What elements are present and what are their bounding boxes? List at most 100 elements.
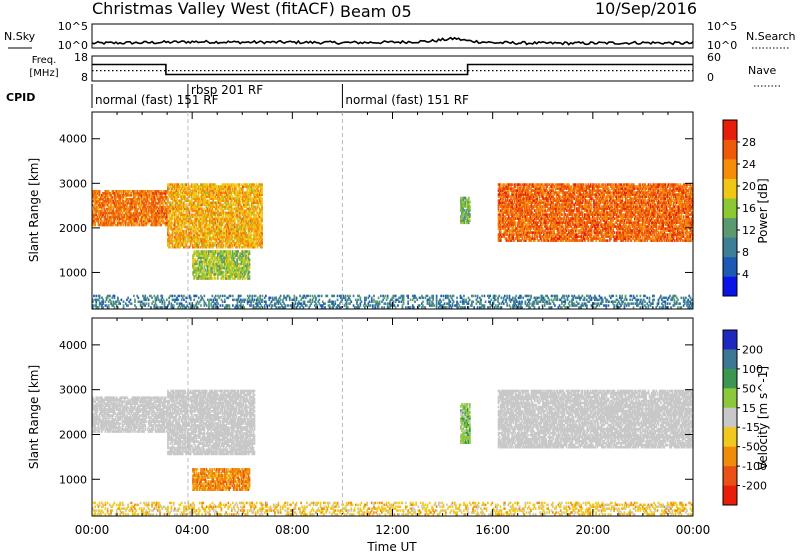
- scatter-cell: [102, 197, 104, 201]
- scatter-cell: [100, 205, 102, 209]
- scatter-cell: [95, 213, 98, 217]
- scatter-cell: [95, 190, 98, 193]
- scatter-cell: [102, 211, 104, 215]
- scatter-cell: [214, 277, 217, 280]
- scatter-cell: [106, 194, 109, 197]
- freq-unit-label: [MHz]: [29, 68, 58, 79]
- scatter-cell: [98, 199, 101, 203]
- scatter-cell: [98, 197, 101, 201]
- scatter-cell: [110, 199, 112, 203]
- scatter-cell: [113, 217, 116, 221]
- scatter-cell: [104, 199, 107, 203]
- scatter-cell: [106, 209, 109, 213]
- scatter-cell: [103, 219, 106, 223]
- scatter-cell: [98, 194, 101, 197]
- scatter-cell: [93, 194, 95, 197]
- scatter-cell: [94, 197, 96, 201]
- scatter-cell: [101, 213, 103, 217]
- scatter-cell: [110, 207, 112, 211]
- scatter-cell: [97, 190, 100, 193]
- scatter-cell: [261, 223, 263, 227]
- scatter-cell: [95, 194, 98, 197]
- scatter-cell: [94, 223, 96, 227]
- scatter-cell: [103, 209, 106, 213]
- scatter-cell: [106, 223, 109, 227]
- scatter-cell: [96, 209, 99, 213]
- scatter-cell: [113, 201, 116, 205]
- scatter-cell: [238, 183, 241, 186]
- scatter-cell: [111, 199, 114, 203]
- scatter-cell: [97, 209, 100, 213]
- scatter-cell: [101, 203, 103, 207]
- plot-title: Christmas Valley West (fitACF): [92, 0, 335, 18]
- scatter-cell: [92, 219, 94, 223]
- scatter-cell: [98, 219, 101, 223]
- scatter-cell: [104, 223, 107, 227]
- scatter-cell: [105, 223, 108, 227]
- scatter-cell: [113, 203, 116, 207]
- scatter-cell: [98, 209, 101, 213]
- scatter-cell: [102, 201, 104, 205]
- scatter-cell: [93, 207, 95, 211]
- noise-sky-line: [91, 36, 694, 46]
- scatter-cell: [94, 190, 96, 193]
- scatter-cell: [110, 219, 112, 223]
- scatter-cell: [92, 192, 94, 195]
- freq-tick-top: 18: [74, 51, 88, 64]
- scatter-cell: [113, 205, 116, 209]
- scatter-cell: [107, 205, 110, 209]
- scatter-cell: [98, 190, 101, 193]
- scatter-cell: [103, 205, 106, 209]
- scatter-cell: [97, 219, 100, 223]
- scatter-cell: [111, 209, 114, 213]
- scatter-cell: [111, 213, 114, 217]
- scatter-cell: [113, 219, 116, 223]
- scatter-cell: [106, 199, 109, 203]
- scatter-cell: [248, 270, 251, 274]
- scatter-cell: [109, 215, 111, 219]
- scatter-cell: [106, 203, 109, 207]
- scatter-cell: [111, 223, 114, 227]
- scatter-cell: [112, 217, 115, 221]
- scatter-cell: [185, 183, 187, 186]
- scatter-cell: [229, 250, 232, 253]
- noise-panel: N.Sky 10^5 10^0 10^5 10^0 N.Search: [4, 20, 796, 52]
- scatter-cell: [106, 217, 109, 221]
- scatter-cell: [92, 195, 94, 199]
- scatter-cell: [95, 217, 98, 221]
- scatter-cell: [94, 211, 96, 215]
- scatter-cell: [107, 223, 110, 227]
- scatter-cell: [102, 223, 104, 227]
- scatter-cell: [94, 195, 96, 199]
- scatter-cell: [511, 183, 513, 186]
- date-label: 10/Sep/2016: [595, 0, 697, 18]
- scatter-cell: [103, 207, 106, 211]
- noise-tick-bottom-left: 10^0: [58, 39, 88, 52]
- scatter-cell: [92, 215, 94, 219]
- scatter-cell: [104, 221, 107, 225]
- scatter-cell: [105, 201, 108, 205]
- scatter-cell: [251, 233, 253, 237]
- scatter-cell: [92, 223, 94, 227]
- scatter-cell: [109, 194, 111, 197]
- scatter-cell: [101, 221, 103, 225]
- scatter-cell: [95, 201, 98, 205]
- scatter-cell: [102, 194, 104, 197]
- scatter-cell: [101, 219, 103, 223]
- scatter-cell: [96, 205, 99, 209]
- scatter-cell: [97, 207, 100, 211]
- scatter-cell: [111, 197, 114, 201]
- scatter-cell: [92, 213, 94, 217]
- scatter-cell: [110, 194, 112, 197]
- scatter-cell: [97, 213, 100, 217]
- scatter-cell: [98, 223, 101, 227]
- scatter-cell: [109, 205, 111, 209]
- scatter-cell: [103, 195, 106, 199]
- scatter-cell: [100, 197, 102, 201]
- scatter-cell: [100, 219, 102, 223]
- scatter-cell: [103, 217, 106, 221]
- scatter-cell: [109, 207, 111, 211]
- frequency-panel: Freq. [MHz] 18 8 60 0 Nave: [29, 51, 780, 87]
- scatter-cell: [110, 223, 112, 227]
